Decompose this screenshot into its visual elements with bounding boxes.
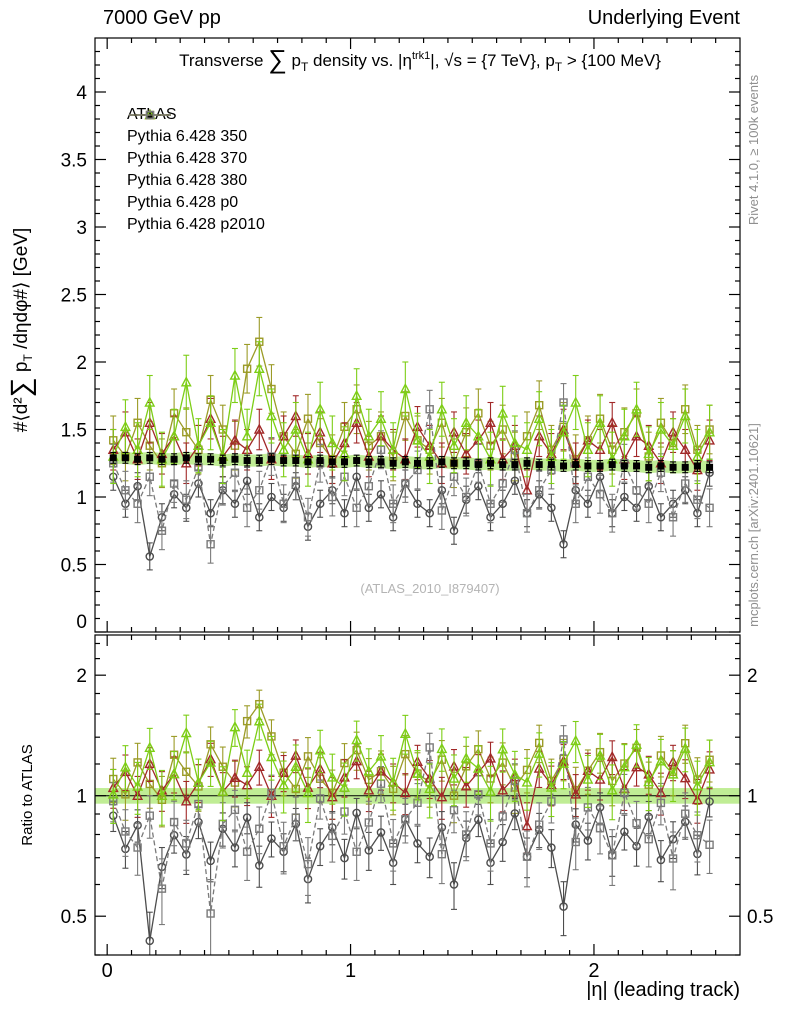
ratio-y-tick-label-right: 0.5 — [747, 907, 773, 928]
main-panel-series — [107, 316, 716, 571]
plot-title-subscript: T — [555, 60, 563, 74]
ratio-y-tick-label-right: 2 — [747, 666, 758, 687]
legend-item: Pythia 6.428 380 — [127, 108, 265, 190]
sum-symbol: ∑ — [268, 44, 287, 74]
y-axis-label-segment: /dηdφ#⟩ [GeV] — [11, 228, 32, 354]
main-y-tick-label: 4 — [76, 83, 87, 104]
series-pythia-6-428-p2010 — [109, 383, 714, 564]
main-y-tick-label: 0 — [76, 612, 87, 633]
main-y-tick-label: 3 — [76, 218, 87, 239]
header-beam-label: 7000 GeV pp — [103, 7, 221, 29]
mcplots-credit-label: mcplots.cern.ch [arXiv:2401.10621] — [746, 423, 761, 627]
main-y-tick-label: 3.5 — [61, 151, 87, 172]
y-axis-label-segment: #⟨d² — [11, 397, 32, 432]
x-axis-label: |η| (leading track) — [586, 979, 740, 1001]
main-y-tick-label: 2 — [76, 353, 87, 374]
legend-label: Pythia 6.428 380 — [127, 172, 248, 189]
legend-label: Pythia 6.428 p2010 — [127, 216, 265, 233]
series-pythia-6-428-380 — [107, 703, 716, 826]
legend-label: Pythia 6.428 p0 — [127, 194, 239, 211]
legend-item: Pythia 6.428 p0 — [127, 110, 265, 212]
main-y-tick-label: 1.5 — [61, 421, 87, 442]
plot-title-subscript: T — [301, 60, 309, 74]
legend-label: Pythia 6.428 350 — [127, 128, 248, 145]
series-atlas — [109, 451, 714, 474]
header-analysis-label: Underlying Event — [588, 7, 741, 29]
ratio-y-axis-label: Ratio to ATLAS — [19, 744, 36, 845]
legend-item: Pythia 6.428 350 — [127, 110, 265, 146]
x-tick-label: 2 — [588, 960, 599, 982]
plot-title-segment: p — [287, 51, 301, 70]
main-y-tick-label: 0.5 — [61, 556, 87, 577]
x-tick-label: 0 — [102, 960, 113, 982]
main-y-tick-label: 2.5 — [61, 286, 87, 307]
y-axis-label-segment: p — [11, 362, 32, 378]
main-y-tick-label: 1 — [76, 488, 87, 509]
legend-label: Pythia 6.428 370 — [127, 150, 248, 167]
ratio-y-tick-label-right: 1 — [747, 787, 758, 808]
ratio-y-tick-label: 0.5 — [61, 907, 87, 928]
chart-layers: 0 0.5 1 1.5 2 2.5 3 3.5 4 0.5 0.5 1 1 2 2 0 1 2 — [61, 37, 773, 982]
legend-item: Pythia 6.428 p2010 — [127, 110, 265, 234]
plot-title-segment: > {100 MeV} — [562, 51, 661, 70]
y-axis-label-subscript: T — [21, 354, 35, 362]
plot-title-superscript: trk1 — [412, 50, 430, 62]
series-pythia-6-428-380 — [107, 341, 716, 487]
sum-symbol: ∑ — [5, 377, 36, 397]
x-tick-label: 1 — [345, 960, 356, 982]
ratio-panel-series — [107, 689, 716, 955]
ratio-y-tick-label: 1 — [76, 787, 87, 808]
plot-title-segment: |, √s = {7 TeV}, p — [430, 51, 555, 70]
y-axis-label: #⟨d²∑ pT /dηdφ#⟩ [GeV] — [5, 228, 36, 432]
series-pythia-6-428-350 — [109, 689, 714, 828]
plot-title: Transverse ∑ pT density vs. |ηtrk1|, √s … — [179, 44, 661, 74]
plot-title-segment: Transverse — [179, 51, 268, 70]
legend-marker-square-open — [129, 110, 171, 120]
analysis-id-watermark: (ATLAS_2010_I879407) — [360, 581, 499, 596]
legend-item: Pythia 6.428 370 — [127, 108, 265, 168]
axes-frame: 0 0.5 1 1.5 2 2.5 3 3.5 4 0.5 0.5 1 1 2 2 0 1 2 — [61, 37, 773, 982]
series-pythia-6-428-p2010 — [109, 725, 714, 955]
plot-title-segment: density vs. |η — [308, 51, 412, 70]
ratio-y-tick-label: 2 — [76, 666, 87, 687]
rivet-version-label: Rivet 4.1.0, ≥ 100k events — [746, 74, 761, 225]
